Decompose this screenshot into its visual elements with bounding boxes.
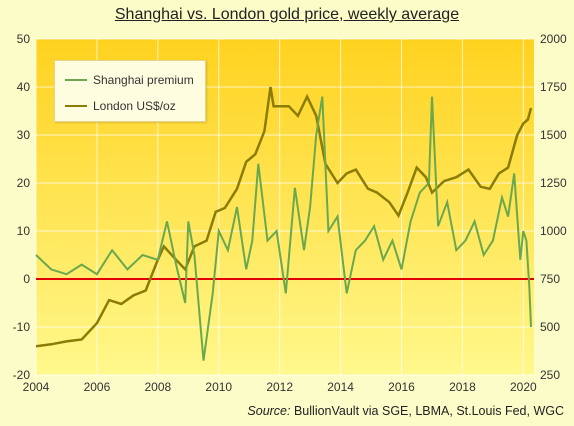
y-right-tick-label-1: 500 bbox=[540, 320, 560, 334]
source-text: BullionVault via SGE, LBMA, St.Louis Fed… bbox=[290, 404, 564, 418]
y-right-tick-label-4: 1250 bbox=[540, 176, 567, 190]
x-tick-label-1: 2006 bbox=[84, 380, 111, 394]
x-tick-label-2: 2008 bbox=[144, 380, 171, 394]
legend: Shanghai premium London US$/oz bbox=[54, 60, 206, 122]
legend-label-shanghai: Shanghai premium bbox=[93, 73, 194, 87]
chart-title: Shanghai vs. London gold price, weekly a… bbox=[114, 6, 460, 23]
legend-swatch-shanghai bbox=[65, 79, 87, 81]
y-right-tick-label-2: 750 bbox=[540, 272, 560, 286]
y-left-tick-label-0: -20 bbox=[13, 368, 31, 382]
y-left-tick-label-3: 10 bbox=[17, 224, 31, 238]
y-left-tick-label-2: 0 bbox=[23, 272, 30, 286]
legend-label-london: London US$/oz bbox=[93, 99, 176, 113]
x-tick-label-0: 2004 bbox=[23, 380, 50, 394]
x-tick-label-4: 2012 bbox=[266, 380, 293, 394]
source-label: Source: bbox=[247, 404, 291, 418]
series-london-line bbox=[35, 86, 533, 348]
y-right-tick-label-5: 1500 bbox=[540, 128, 567, 142]
y-left-tick-label-4: 20 bbox=[17, 176, 31, 190]
x-tick-label-6: 2016 bbox=[388, 380, 415, 394]
x-tick-label-8: 2020 bbox=[510, 380, 537, 394]
y-right-tick-label-6: 1750 bbox=[540, 80, 567, 94]
x-tick-label-3: 2010 bbox=[205, 380, 232, 394]
y-left-tick-label-7: 50 bbox=[17, 32, 31, 46]
y-left-tick-label-1: -10 bbox=[13, 320, 31, 334]
y-right-tick-label-7: 2000 bbox=[540, 32, 567, 46]
y-left-tick-label-6: 40 bbox=[17, 80, 31, 94]
legend-item-shanghai: Shanghai premium bbox=[65, 73, 194, 87]
y-left-tick-label-5: 30 bbox=[17, 128, 31, 142]
legend-swatch-london bbox=[65, 105, 87, 107]
legend-item-london: London US$/oz bbox=[65, 99, 176, 113]
x-tick-label-5: 2014 bbox=[327, 380, 354, 394]
x-tick-label-7: 2018 bbox=[449, 380, 476, 394]
series-shanghai-line bbox=[35, 96, 532, 361]
source-note: Source: BullionVault via SGE, LBMA, St.L… bbox=[247, 404, 564, 418]
y-right-tick-label-3: 1000 bbox=[540, 224, 567, 238]
y-right-tick-label-0: 250 bbox=[540, 368, 560, 382]
